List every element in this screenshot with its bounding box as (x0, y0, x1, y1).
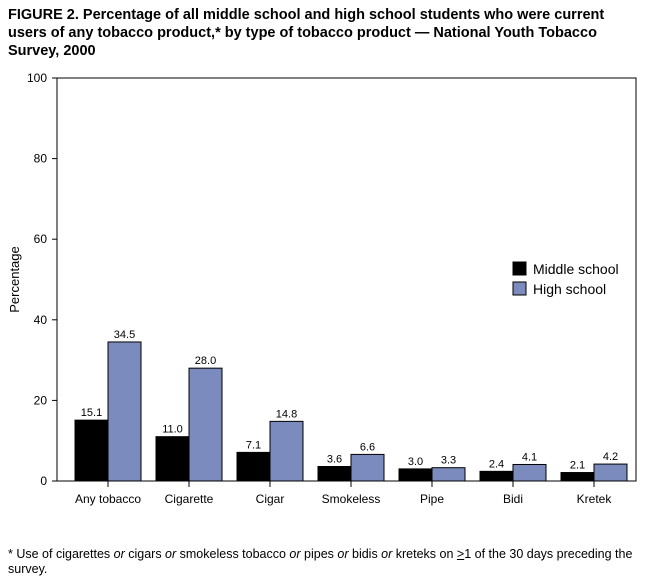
y-tick-label: 60 (34, 232, 48, 246)
data-label: 15.1 (81, 407, 102, 419)
footnote-text: bidis (348, 547, 382, 561)
plot-frame (56, 77, 637, 482)
bar-high-school (593, 463, 628, 482)
y-tick-label: 0 (40, 474, 47, 488)
footnote-star: * (8, 547, 13, 561)
y-axis-label: Percentage (7, 246, 22, 313)
x-tick-label: Kretek (577, 492, 613, 506)
footnote-or: or (113, 547, 125, 561)
footnote-text: smokeless tobacco (176, 547, 290, 561)
footnote-text: kreteks on (392, 547, 457, 561)
x-tick-label: Cigar (256, 492, 285, 506)
footnote-text: 1 of the 30 days preceding the survey. (8, 547, 633, 576)
bar-middle-school (236, 451, 271, 482)
footnote-text: cigars (124, 547, 166, 561)
chart-title: FIGURE 2. Percentage of all middle schoo… (8, 7, 605, 59)
footnote-text: Use of cigarettes (16, 547, 114, 561)
y-tick-label: 80 (34, 152, 48, 166)
legend-swatch (512, 261, 527, 276)
bar-high-school (107, 341, 142, 482)
bar-high-school (269, 420, 304, 482)
bar-middle-school (479, 470, 514, 482)
x-tick-label: Bidi (503, 492, 523, 506)
footnote-or: or (289, 547, 301, 561)
data-label: 6.6 (360, 441, 375, 453)
bar-middle-school (560, 472, 595, 482)
data-label: 14.8 (276, 408, 297, 420)
footnote: * Use of cigarettes or cigars or smokele… (8, 547, 644, 577)
footnote-text: pipes (300, 547, 338, 561)
data-label: 7.1 (246, 439, 261, 451)
footnote-or: or (337, 547, 349, 561)
data-label: 3.6 (327, 453, 342, 465)
x-tick-label: Pipe (420, 492, 444, 506)
bar-high-school (512, 463, 547, 482)
footnote-or: or (165, 547, 177, 561)
legend-label: High school (533, 281, 606, 297)
x-tick-label: Cigarette (165, 492, 214, 506)
bar-middle-school (155, 436, 190, 482)
data-label: 4.2 (603, 451, 618, 463)
legend-label: Middle school (533, 261, 619, 277)
footnote-or: or (381, 547, 393, 561)
bar-middle-school (398, 468, 433, 482)
data-label: 3.0 (408, 456, 423, 468)
footnote-ge-symbol: > (456, 547, 465, 561)
data-label: 34.5 (114, 329, 135, 341)
data-label: 2.1 (570, 460, 585, 472)
y-tick-label: 100 (27, 71, 47, 85)
data-label: 2.4 (489, 458, 504, 470)
bar-middle-school (317, 465, 352, 482)
bar-high-school (188, 367, 223, 482)
bar-high-school (350, 453, 385, 482)
legend-swatch (512, 281, 527, 296)
x-tick-label: Smokeless (322, 492, 381, 506)
bar-middle-school (74, 419, 109, 482)
x-tick-label: Any tobacco (75, 492, 141, 506)
data-label: 3.3 (441, 455, 456, 467)
data-label: 4.1 (522, 451, 537, 463)
bar-high-school (431, 467, 466, 482)
data-label: 28.0 (195, 355, 216, 367)
data-label: 11.0 (162, 424, 183, 436)
y-tick-label: 40 (34, 313, 48, 327)
y-tick-label: 20 (34, 393, 48, 407)
